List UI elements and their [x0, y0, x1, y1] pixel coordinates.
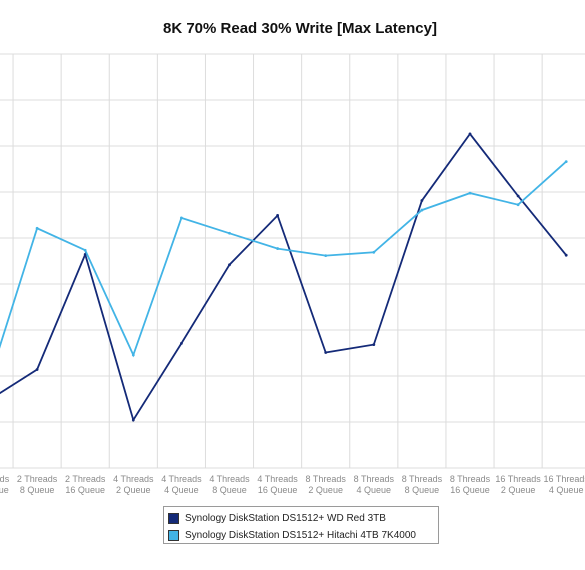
series-line-2 — [0, 160, 567, 358]
x-tick-label-line2: 16 Queue — [450, 485, 490, 495]
x-tick-label-line2: 16 Queue — [258, 485, 298, 495]
x-tick-label-line2: 2 Queue — [501, 485, 536, 495]
x-tick-label-line1: 4 Threads — [113, 474, 154, 484]
data-point-series-2 — [276, 247, 279, 250]
x-tick-label-line1: 8 Threads — [306, 474, 347, 484]
x-tick-label-line2: 4 Queue — [164, 485, 199, 495]
data-point-series-2 — [468, 191, 472, 195]
x-tick-label-line2: 2 Queue — [116, 485, 151, 495]
data-point-series-2 — [83, 248, 87, 252]
x-tick-label-line2: 4 Queue — [357, 485, 392, 495]
chart-legend: Synology DiskStation DS1512+ WD Red 3TB … — [163, 506, 439, 544]
data-point-series-1 — [372, 343, 376, 347]
data-point-series-2 — [372, 250, 376, 254]
legend-swatch-series-1 — [168, 512, 179, 524]
data-point-series-1 — [420, 199, 424, 202]
data-point-series-1 — [276, 214, 279, 217]
legend-label-series-2: Synology DiskStation DS1512+ Hitachi 4TB… — [185, 529, 416, 541]
data-point-series-2 — [180, 216, 183, 220]
legend-label-series-1: Synology DiskStation DS1512+ WD Red 3TB — [185, 512, 386, 524]
x-tick-label-line2: 16 Queue — [0, 485, 9, 495]
legend-entry-series-2: Synology DiskStation DS1512+ Hitachi 4TB… — [168, 528, 416, 542]
data-point-series-1 — [564, 253, 568, 257]
x-tick-label-line1: 8 Threads — [354, 474, 395, 484]
data-point-series-2 — [420, 208, 424, 212]
data-point-series-2 — [564, 160, 568, 164]
data-point-series-1 — [516, 194, 520, 198]
chart-title: 8K 70% Read 30% Write [Max Latency] — [163, 20, 437, 37]
data-point-series-2 — [131, 353, 135, 357]
x-tick-label-line1: 8 Threads — [450, 474, 491, 484]
data-point-series-2 — [324, 254, 328, 258]
legend-entry-series-1: Synology DiskStation DS1512+ WD Red 3TB — [168, 511, 386, 525]
data-point-series-1 — [228, 263, 231, 267]
data-point-series-2 — [516, 203, 520, 207]
legend-swatch-series-2 — [168, 529, 179, 541]
x-tick-label-line2: 4 Queue — [549, 485, 584, 495]
x-tick-label-line2: 2 Queue — [308, 485, 343, 495]
data-point-series-1 — [35, 368, 39, 371]
data-point-series-1 — [468, 132, 472, 136]
x-tick-label-line2: 8 Queue — [20, 485, 55, 495]
x-tick-label-line1: 1 Threads — [0, 474, 10, 484]
data-point-series-2 — [228, 231, 231, 235]
x-tick-label-line1: 4 Threads — [257, 474, 298, 484]
x-tick-label-line2: 8 Queue — [405, 485, 440, 495]
x-tick-label-line2: 8 Queue — [212, 485, 247, 495]
x-tick-label-line1: 16 Threads — [544, 474, 585, 484]
data-point-series-2 — [35, 226, 39, 230]
x-tick-label-line2: 16 Queue — [65, 485, 105, 495]
x-tick-label-line1: 4 Threads — [209, 474, 250, 484]
data-point-series-1 — [324, 351, 328, 354]
data-point-series-1 — [180, 341, 183, 345]
data-point-series-1 — [131, 418, 135, 422]
x-tick-label-line1: 2 Threads — [17, 474, 58, 484]
x-tick-label-line1: 4 Threads — [161, 474, 202, 484]
series-line-1 — [0, 132, 567, 423]
x-tick-label-line1: 8 Threads — [402, 474, 443, 484]
x-tick-label-line1: 2 Threads — [65, 474, 106, 484]
x-tick-label-line1: 16 Threads — [495, 474, 541, 484]
